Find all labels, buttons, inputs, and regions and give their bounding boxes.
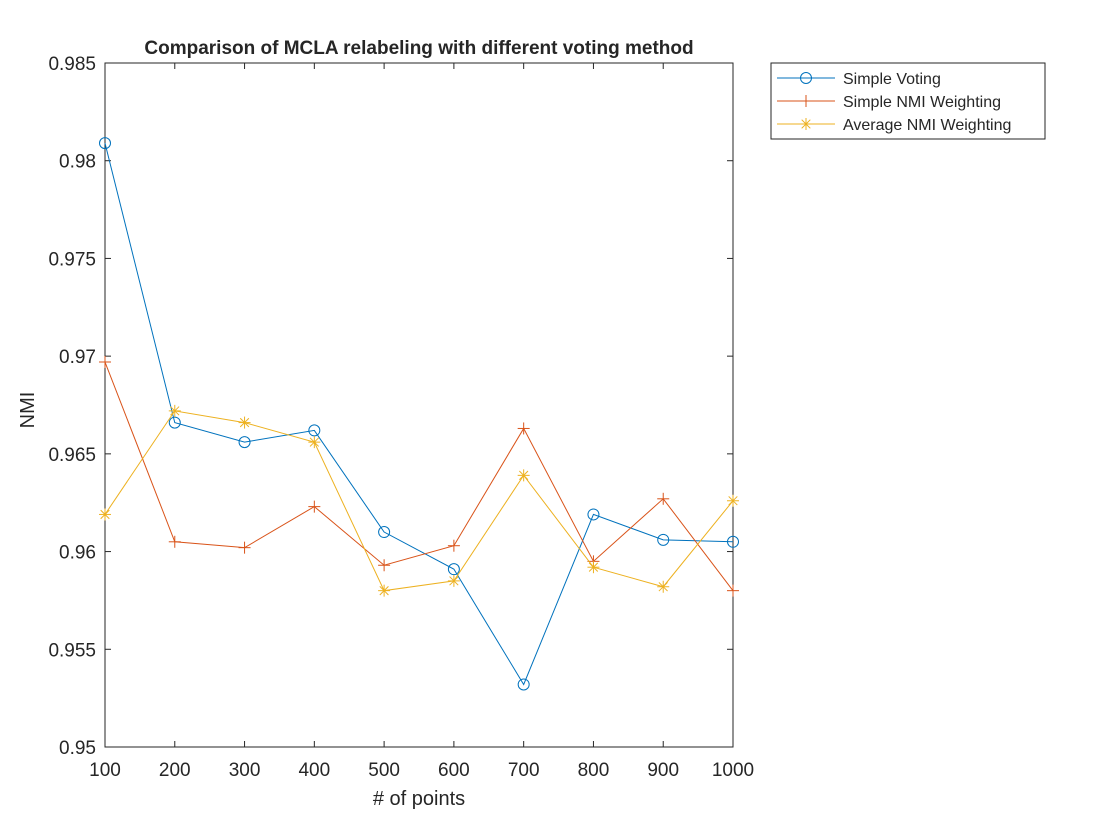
marker-ast-d2 bbox=[100, 509, 110, 520]
marker-circle-shape bbox=[447, 563, 460, 576]
series-line bbox=[104, 361, 734, 591]
x-tick-label: 800 bbox=[578, 760, 610, 781]
marker-circle-shape bbox=[657, 533, 670, 546]
data-point bbox=[727, 535, 739, 548]
marker-ast-d2 bbox=[170, 406, 180, 416]
data-point bbox=[238, 436, 251, 449]
y-tick-label: 0.98 bbox=[59, 152, 96, 173]
legend-entry: Simple NMI Weighting bbox=[777, 94, 1001, 111]
data-point bbox=[378, 559, 391, 572]
series-3 bbox=[99, 404, 739, 597]
legend-swatch-marker bbox=[800, 118, 812, 130]
data-point bbox=[727, 494, 739, 507]
marker-ast-d2 bbox=[518, 470, 529, 481]
legend-label: Average NMI Weighting bbox=[843, 117, 1011, 134]
data-point bbox=[308, 424, 321, 437]
data-point bbox=[517, 422, 530, 435]
marker-circle-shape bbox=[238, 436, 251, 449]
data-point bbox=[587, 561, 600, 574]
plot-area: 100 200 300 400 500 600 700 800 900 1000 0.95 0.955… bbox=[48, 54, 754, 781]
x-axis-label: # of points bbox=[373, 788, 465, 810]
data-point bbox=[168, 535, 181, 548]
y-tick-label: 0.97 bbox=[59, 347, 96, 368]
legend-entry: Average NMI Weighting bbox=[777, 117, 1011, 134]
marker-circle-shape bbox=[727, 535, 739, 548]
data-point bbox=[517, 678, 530, 691]
x-tick-label: 1000 bbox=[712, 760, 754, 781]
marker-circle-shape bbox=[517, 678, 530, 691]
marker-circle-shape bbox=[800, 72, 812, 84]
series-line bbox=[104, 143, 734, 686]
marker-ast-d2 bbox=[449, 576, 459, 586]
data-point bbox=[99, 137, 111, 150]
marker-circle-shape bbox=[168, 416, 181, 429]
data-point bbox=[657, 492, 670, 505]
y-tick-label: 0.965 bbox=[48, 445, 96, 466]
data-point bbox=[517, 469, 530, 482]
x-tick-label: 100 bbox=[89, 760, 121, 781]
series-1 bbox=[99, 137, 739, 691]
data-point bbox=[657, 533, 670, 546]
marker-ast-d2 bbox=[801, 119, 811, 129]
marker-ast-d2 bbox=[239, 417, 250, 428]
data-point bbox=[727, 584, 739, 597]
data-point bbox=[447, 574, 460, 587]
x-tick-label: 200 bbox=[159, 760, 191, 781]
data-point bbox=[99, 356, 111, 369]
marker-ast-d2 bbox=[588, 562, 599, 572]
x-tick-label: 700 bbox=[508, 760, 540, 781]
legend-swatch-marker bbox=[800, 72, 812, 84]
x-tick-label: 300 bbox=[229, 760, 261, 781]
data-point bbox=[99, 508, 111, 521]
x-tick-label: 600 bbox=[438, 760, 470, 781]
marker-ast-d2 bbox=[309, 437, 320, 447]
data-point bbox=[238, 541, 251, 554]
data-point bbox=[378, 584, 391, 597]
marker-circle-shape bbox=[378, 526, 391, 539]
marker-ast-d2 bbox=[379, 585, 389, 596]
x-tick-label: 500 bbox=[368, 760, 400, 781]
data-point bbox=[168, 404, 181, 417]
data-point bbox=[378, 526, 391, 539]
data-point bbox=[238, 416, 251, 429]
marker-ast-d2 bbox=[728, 496, 738, 506]
data-point bbox=[657, 580, 670, 593]
data-point bbox=[308, 500, 321, 513]
data-point bbox=[168, 416, 181, 429]
y-tick-label: 0.96 bbox=[59, 543, 96, 564]
x-tick-label: 400 bbox=[298, 760, 330, 781]
legend: Simple Voting Simple NMI Weighting Average… bbox=[770, 62, 1046, 140]
legend-label: Simple Voting bbox=[843, 71, 941, 88]
chart-title: Comparison of MCLA relabeling with diffe… bbox=[144, 38, 693, 59]
data-point bbox=[308, 436, 321, 449]
y-axis-label: NMI bbox=[17, 392, 39, 429]
axes-box bbox=[104, 62, 734, 748]
y-tick-label: 0.975 bbox=[48, 249, 96, 270]
marker-ast-d2 bbox=[658, 582, 668, 592]
legend-swatch-marker bbox=[800, 95, 812, 107]
y-tick-label: 0.955 bbox=[48, 640, 96, 661]
y-tick-label: 0.985 bbox=[48, 54, 96, 75]
x-tick-label: 900 bbox=[647, 760, 679, 781]
y-tick-label: 0.95 bbox=[59, 738, 96, 759]
marker-circle-shape bbox=[99, 137, 111, 150]
data-point bbox=[587, 508, 600, 521]
marker-circle-shape bbox=[587, 508, 600, 521]
legend-label: Simple NMI Weighting bbox=[843, 94, 1001, 111]
series-line bbox=[104, 410, 734, 592]
marker-circle-shape bbox=[308, 424, 321, 437]
data-point bbox=[447, 539, 460, 552]
data-point bbox=[447, 563, 460, 576]
legend-entry: Simple Voting bbox=[777, 71, 941, 88]
